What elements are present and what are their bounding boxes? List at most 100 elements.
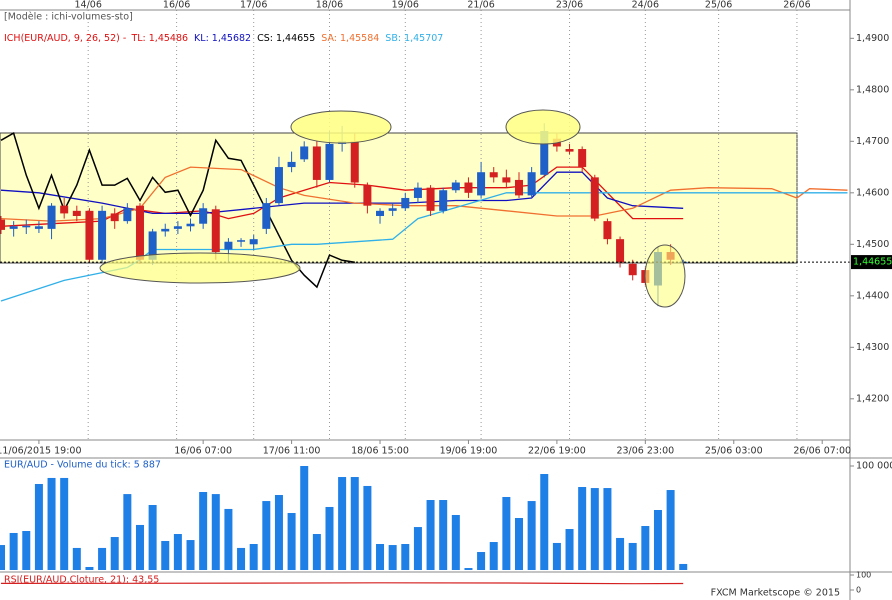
volume-bar xyxy=(477,552,486,570)
candle-body xyxy=(47,205,56,229)
candle-body xyxy=(0,219,6,230)
candle-body xyxy=(199,208,208,224)
top-tick-label: 21/06 xyxy=(467,0,494,11)
candle-body xyxy=(502,177,511,183)
volume-bar xyxy=(363,485,372,570)
y-tick-label: 1,4800 xyxy=(856,84,889,95)
volume-bar xyxy=(590,488,599,570)
volume-bar xyxy=(300,466,309,570)
volume-bar xyxy=(123,494,132,570)
candle-body xyxy=(85,210,94,260)
candle-body xyxy=(628,263,637,276)
volume-bar xyxy=(338,477,347,570)
candle-body xyxy=(376,210,385,216)
volume-bar xyxy=(85,566,94,570)
candle-body xyxy=(363,185,372,206)
volume-bar xyxy=(565,529,574,570)
volume-bar xyxy=(0,545,6,570)
candle-body xyxy=(439,190,448,211)
volume-bar xyxy=(110,537,119,570)
ellipse xyxy=(290,110,392,144)
y-tick-label: 100 xyxy=(856,571,871,580)
legend-entry: TL: 1,45486 xyxy=(130,33,188,44)
top-tick-label: 23/06 xyxy=(556,0,583,11)
top-tick-label: 14/06 xyxy=(74,0,101,11)
volume-bar xyxy=(224,508,233,570)
volume-bar xyxy=(464,568,473,570)
volume-bar xyxy=(237,547,246,570)
volume-bar xyxy=(540,474,549,570)
candle-body xyxy=(464,182,473,193)
candle-body xyxy=(148,231,157,260)
volume-bar xyxy=(376,544,385,570)
volume-bar xyxy=(350,477,359,570)
last-price-label: 1,44655 xyxy=(853,257,892,268)
candle-body xyxy=(211,209,220,253)
volume-bar xyxy=(388,545,397,570)
volume-bar xyxy=(274,495,283,570)
candle-body xyxy=(616,239,625,263)
x-tick-label: 23/06 23:00 xyxy=(616,446,674,457)
volume-bar xyxy=(603,488,612,570)
candle-body xyxy=(60,205,69,214)
legend-entry: SB: 1,45707 xyxy=(385,33,443,44)
volume-bar xyxy=(72,547,81,570)
volume-title: EUR/AUD - Volume du tick: 5 887 xyxy=(4,460,161,471)
volume-bar xyxy=(628,542,637,570)
candle-body xyxy=(173,226,182,229)
candle-body xyxy=(603,221,612,240)
volume-bar xyxy=(451,514,460,570)
candle-body xyxy=(388,208,397,211)
volume-bar xyxy=(312,534,321,570)
top-tick-label: 16/06 xyxy=(163,0,190,11)
candle-body xyxy=(72,210,81,216)
y-tick-label: 100 000 xyxy=(856,461,892,472)
top-tick-label: 25/06 xyxy=(705,0,732,11)
volume-bar xyxy=(514,518,523,570)
candle-body xyxy=(514,179,523,196)
ellipse xyxy=(505,109,581,145)
x-tick-label: 11/06/2015 19:00 xyxy=(0,446,81,457)
y-tick-label: 1,4500 xyxy=(856,239,889,250)
candle-body xyxy=(34,226,43,229)
volume-bar xyxy=(653,509,662,570)
legend-entry: KL: 1,45682 xyxy=(194,33,251,44)
candle-body xyxy=(413,187,422,198)
y-tick-label: 1,4600 xyxy=(856,187,889,198)
last-price-box xyxy=(851,255,892,270)
candle-body xyxy=(22,225,31,228)
annotations xyxy=(99,109,686,308)
indicator-legend: ICH(EUR/AUD, 9, 26, 52) - TL: 1,45486 KL: … xyxy=(4,33,443,44)
candle-body xyxy=(590,177,599,219)
rsi-title: RSI(EUR/AUD.Cloture, 21): 43,55 xyxy=(4,575,159,586)
top-tick-label: 24/06 xyxy=(632,0,659,11)
candle-body xyxy=(401,197,410,209)
volume-bar xyxy=(161,540,170,570)
candle-body xyxy=(249,239,258,245)
volume-bar xyxy=(287,513,296,570)
x-tick-label: 16/06 07:00 xyxy=(174,446,232,457)
volume-bar xyxy=(211,494,220,570)
volume-bar xyxy=(148,505,157,570)
volume-bar xyxy=(9,532,18,570)
x-tick-label: 18/06 15:00 xyxy=(351,446,409,457)
rsi-line xyxy=(0,582,684,585)
volume-bar xyxy=(60,477,69,570)
candle-body xyxy=(527,172,536,196)
legend-entry: CS: 1,44655 xyxy=(257,33,315,44)
volume-bar xyxy=(489,542,498,570)
volume-bar xyxy=(679,563,688,570)
volume-bar xyxy=(666,490,675,570)
volume-bar xyxy=(413,527,422,570)
x-tick-label: 25/06 03:00 xyxy=(705,446,763,457)
y-tick-label: 0 xyxy=(856,586,861,595)
top-tick-label: 17/06 xyxy=(240,0,267,11)
candle-body xyxy=(161,228,170,232)
y-tick-label: 1,4300 xyxy=(856,342,889,353)
ellipse xyxy=(99,252,301,284)
candle-body xyxy=(426,187,435,211)
y-tick-label: 1,4400 xyxy=(856,290,889,301)
volume-bar xyxy=(135,524,144,570)
candle-body xyxy=(489,172,498,178)
